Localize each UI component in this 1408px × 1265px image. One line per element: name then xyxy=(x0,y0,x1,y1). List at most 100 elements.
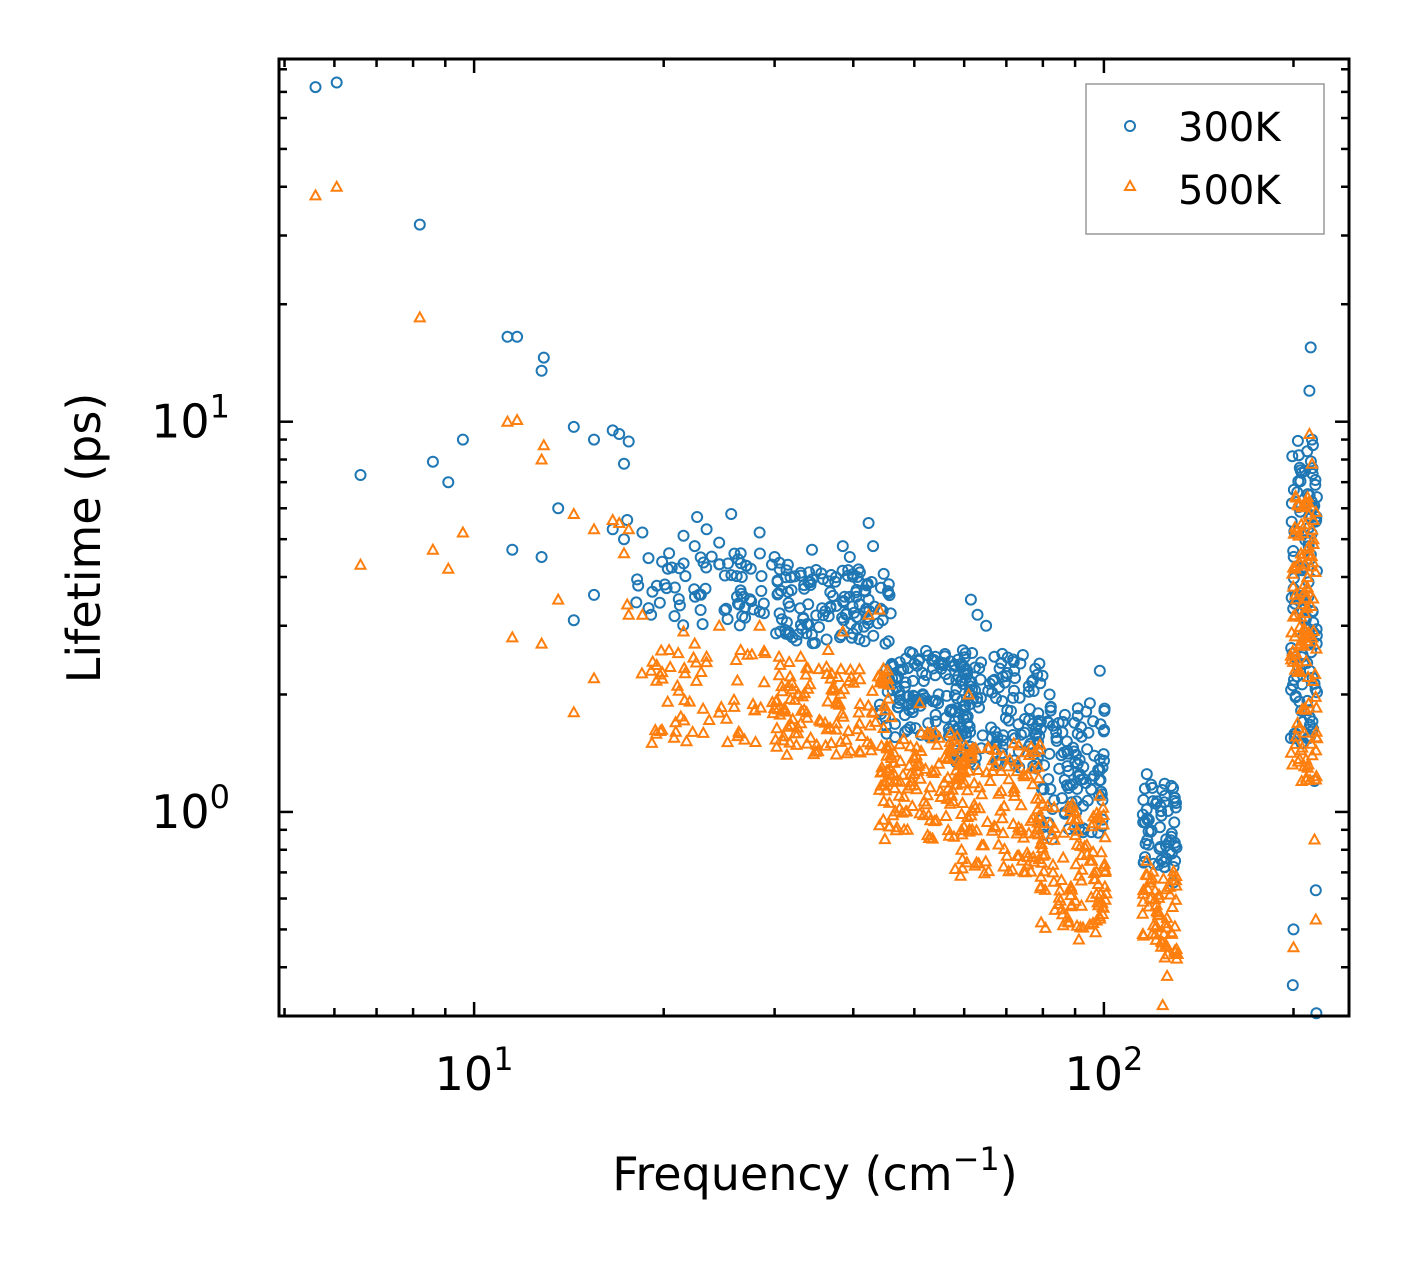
point-500k xyxy=(897,789,911,802)
point-300k xyxy=(730,570,743,583)
point-300k xyxy=(537,351,550,364)
point-500k xyxy=(1074,898,1089,911)
point-500k xyxy=(784,717,798,730)
point-500k xyxy=(1136,928,1151,941)
point-300k xyxy=(1056,716,1069,728)
point-500k xyxy=(1014,823,1028,836)
point-300k xyxy=(1081,743,1094,756)
point-500k xyxy=(810,744,825,757)
point-300k xyxy=(862,593,875,606)
point-500k xyxy=(829,716,844,729)
point-500k xyxy=(994,763,1008,776)
point-500k xyxy=(1035,837,1049,850)
point-500k xyxy=(1306,512,1321,525)
point-300k xyxy=(773,607,786,620)
point-500k xyxy=(729,652,743,665)
point-500k xyxy=(837,682,851,695)
point-500k xyxy=(812,713,826,726)
point-500k xyxy=(839,732,853,745)
point-500k xyxy=(1051,896,1066,909)
point-500k xyxy=(1096,807,1111,820)
point-300k xyxy=(917,675,930,687)
point-300k xyxy=(1036,669,1049,682)
point-500k xyxy=(960,855,974,868)
point-500k xyxy=(934,789,948,802)
point-300k xyxy=(672,593,685,606)
point-500k xyxy=(617,546,631,559)
point-500k xyxy=(1036,816,1050,829)
point-300k xyxy=(929,650,942,663)
point-500k xyxy=(1143,891,1158,904)
point-300k xyxy=(900,652,912,665)
point-500k xyxy=(829,722,843,735)
point-500k xyxy=(930,737,944,750)
point-500k xyxy=(1302,696,1316,709)
point-500k xyxy=(683,694,697,707)
point-500k xyxy=(1026,849,1040,862)
point-500k xyxy=(832,697,847,710)
point-300k xyxy=(1044,704,1057,717)
point-300k xyxy=(844,617,857,630)
point-300k xyxy=(1014,728,1027,741)
point-300k xyxy=(567,420,580,433)
point-500k xyxy=(904,774,918,787)
point-500k xyxy=(983,773,997,786)
point-500k xyxy=(1097,859,1111,872)
point-300k xyxy=(1152,858,1165,871)
point-500k xyxy=(864,737,878,750)
point-300k xyxy=(1061,744,1074,757)
point-500k xyxy=(1299,654,1313,667)
point-500k xyxy=(958,750,972,763)
point-500k xyxy=(948,861,962,874)
point-500k xyxy=(1286,579,1300,592)
point-500k xyxy=(1299,591,1314,604)
point-500k xyxy=(1022,747,1037,760)
point-500k xyxy=(874,765,888,778)
point-500k xyxy=(1056,850,1070,863)
point-500k xyxy=(679,734,694,747)
point-500k xyxy=(1309,641,1324,654)
point-500k xyxy=(500,414,515,427)
point-500k xyxy=(841,724,856,737)
point-500k xyxy=(971,762,985,775)
point-300k xyxy=(824,586,837,599)
point-500k xyxy=(1306,673,1320,686)
point-500k xyxy=(861,607,876,620)
point-500k xyxy=(1096,817,1111,830)
point-300k xyxy=(906,706,919,719)
point-300k xyxy=(1294,464,1307,477)
point-500k xyxy=(794,703,809,716)
point-500k xyxy=(1146,918,1161,931)
point-300k xyxy=(1008,732,1021,745)
point-500k xyxy=(825,666,839,679)
point-300k xyxy=(506,543,519,556)
point-500k xyxy=(903,739,918,752)
point-500k xyxy=(689,673,704,686)
point-500k xyxy=(1095,900,1110,913)
point-500k xyxy=(861,698,876,711)
point-500k xyxy=(977,866,992,879)
point-500k xyxy=(913,806,927,819)
point-500k xyxy=(1093,788,1107,801)
point-500k xyxy=(1007,736,1021,749)
point-300k xyxy=(1292,475,1305,488)
point-500k xyxy=(1295,701,1309,714)
point-300k xyxy=(973,662,986,675)
point-500k xyxy=(1071,811,1085,824)
point-500k xyxy=(1098,830,1112,843)
point-500k xyxy=(979,854,993,867)
point-300k xyxy=(848,606,860,619)
point-300k xyxy=(1168,794,1181,807)
point-500k xyxy=(914,725,928,738)
point-500k xyxy=(781,719,795,732)
point-300k xyxy=(1097,725,1110,738)
point-300k xyxy=(1286,450,1299,463)
point-500k xyxy=(1305,630,1319,643)
point-300k xyxy=(973,701,985,714)
point-500k xyxy=(852,705,866,718)
point-300k xyxy=(733,598,746,611)
point-300k xyxy=(700,523,713,536)
point-300k xyxy=(985,732,998,744)
point-500k xyxy=(1083,853,1097,866)
point-500k xyxy=(620,597,634,610)
